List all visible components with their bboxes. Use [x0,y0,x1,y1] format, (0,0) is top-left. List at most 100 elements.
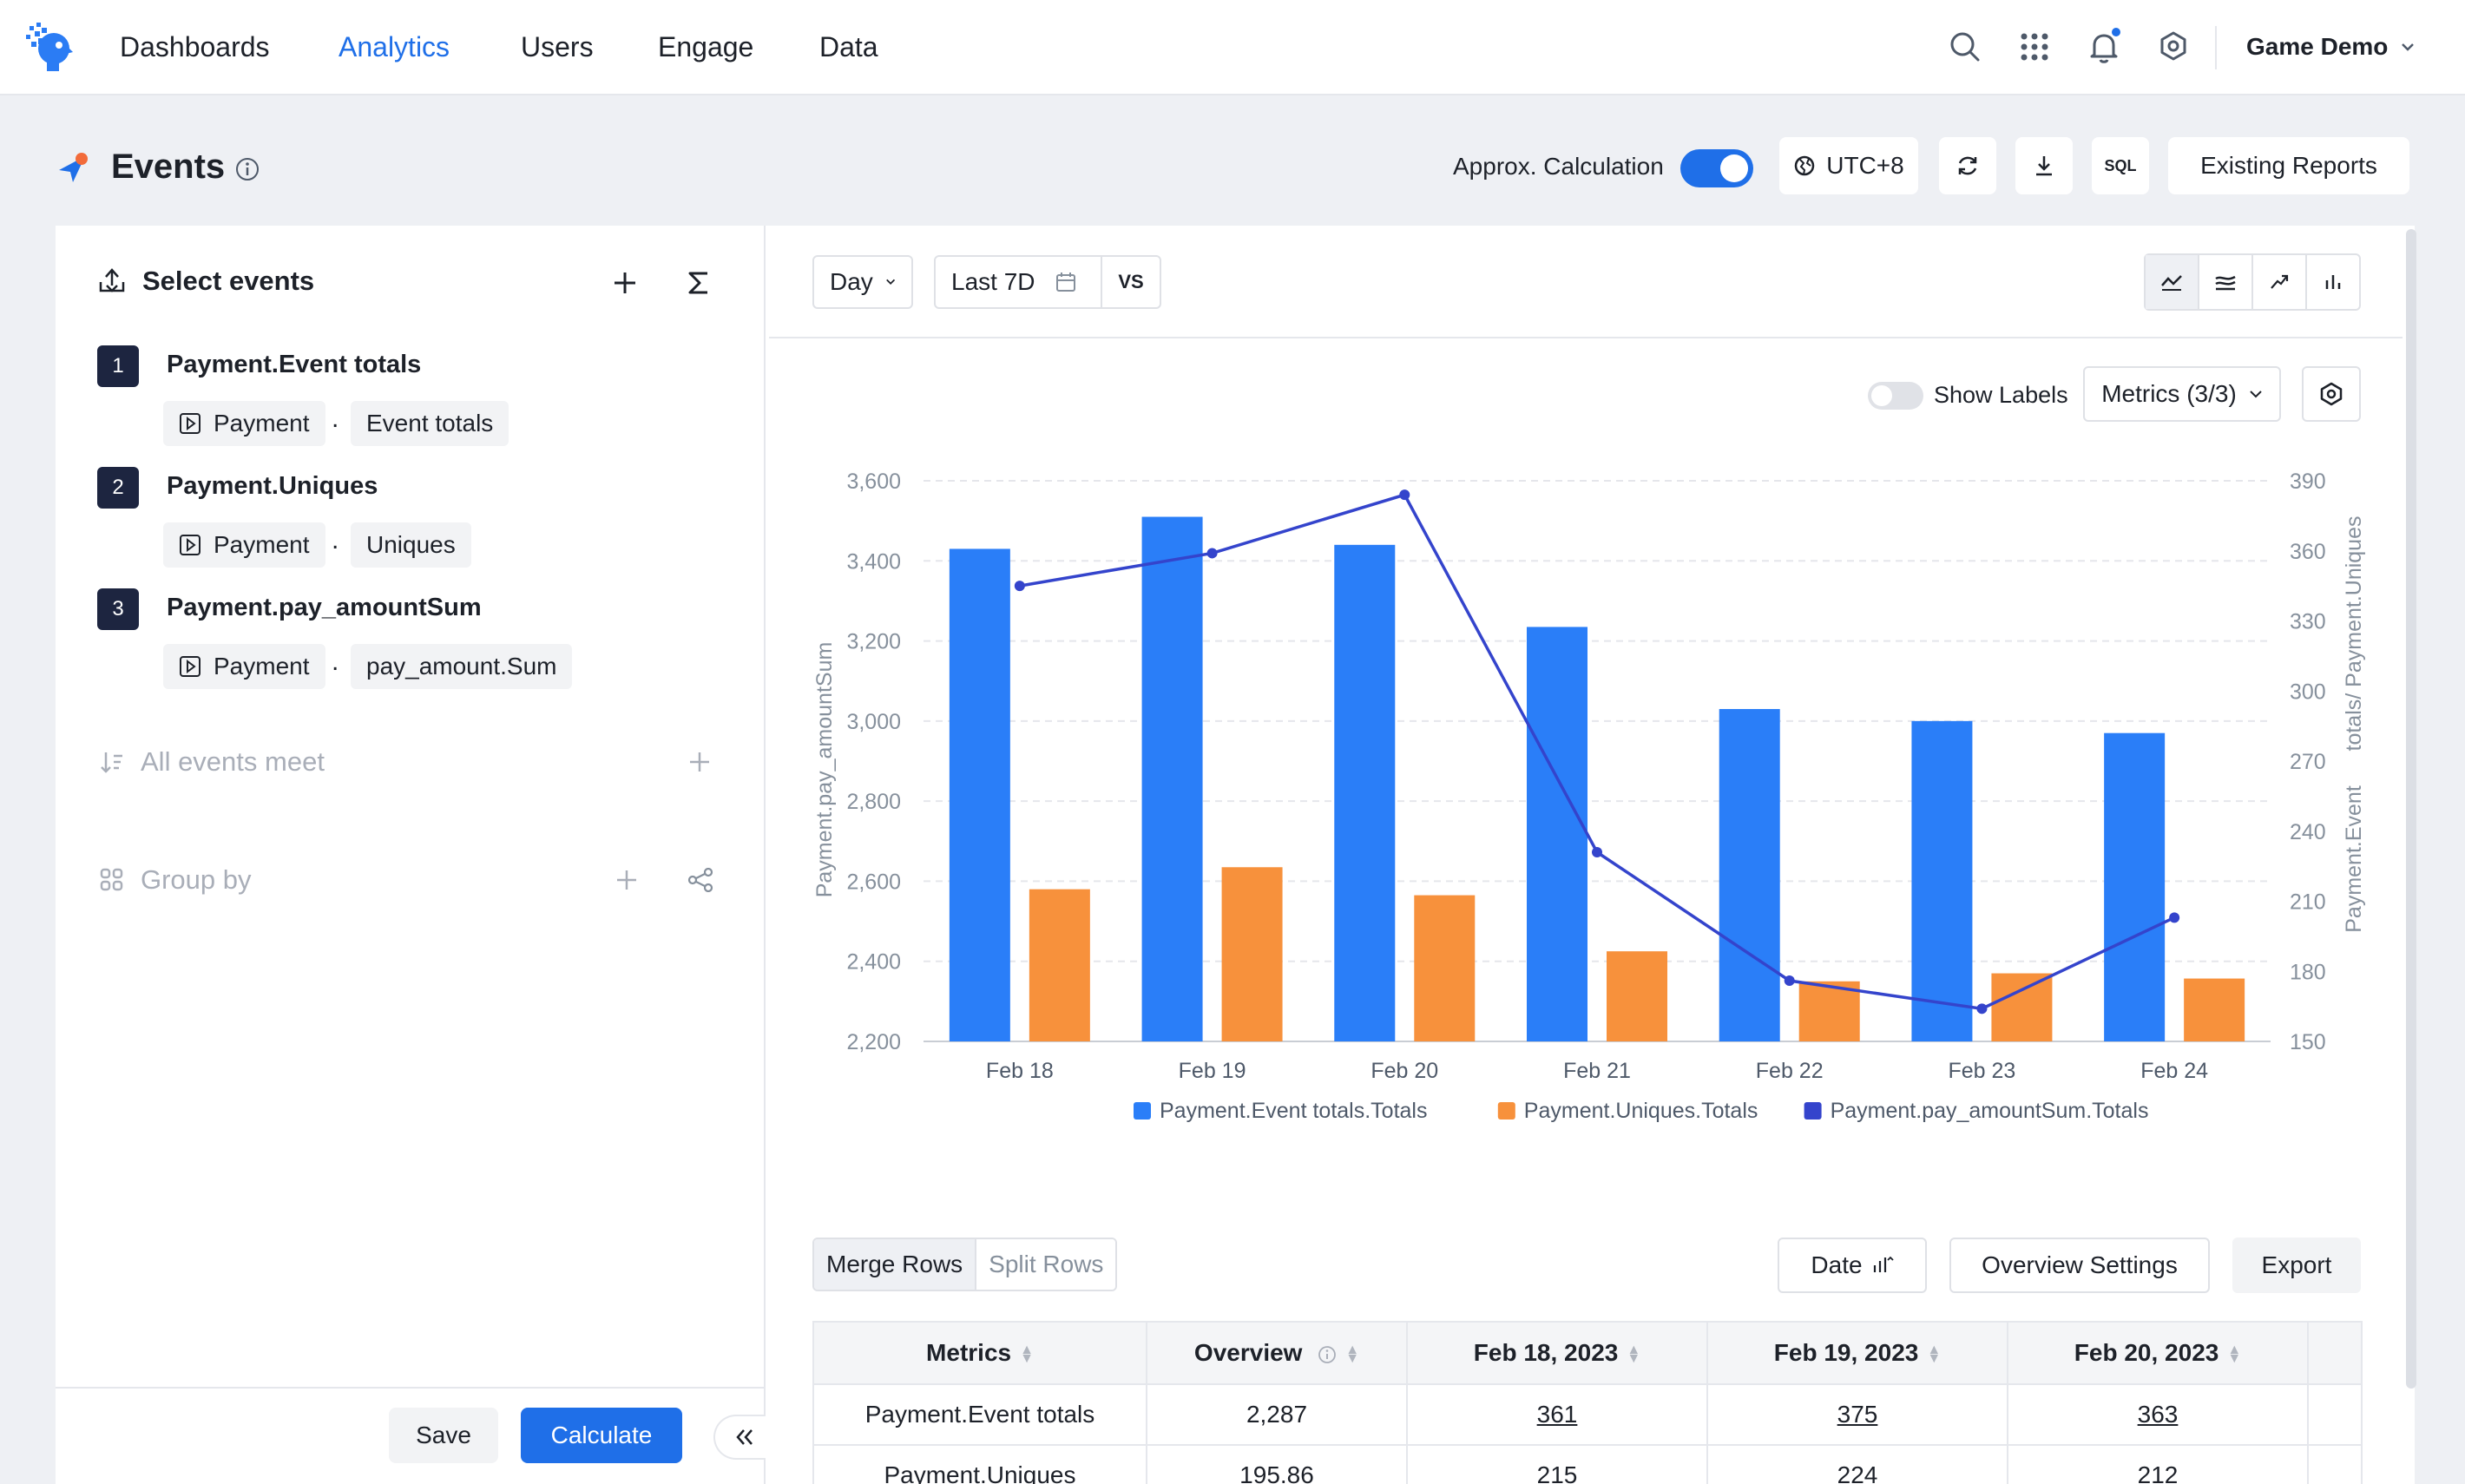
event-chip[interactable]: Payment [163,401,325,446]
area-chart-type-button[interactable] [2199,255,2253,309]
metric-chip-label: pay_amount.Sum [366,653,557,680]
metric-chip[interactable]: Uniques [351,522,471,568]
refresh-button[interactable] [1939,137,1996,194]
sort-icon[interactable]: ▲ ▼ [1345,1342,1360,1366]
compare-vs-label: VS [1118,271,1144,292]
bar-chart-type-button[interactable] [2307,255,2359,309]
apps-grid-icon[interactable] [2015,28,2054,66]
sql-button[interactable]: SQL [2092,137,2149,194]
logo-icon[interactable] [24,21,75,73]
approx-calculation-toggle[interactable] [1680,149,1753,187]
chart-type-switcher [2144,253,2361,311]
column-header[interactable]: Metrics ▲ ▼ [812,1321,1147,1385]
table-cell-value[interactable]: 363 [2008,1384,2309,1446]
chart-settings-button[interactable] [2302,366,2361,422]
query-panel: Select events 1 Payment.Event totals Pay… [56,226,766,1484]
overview-settings-label: Overview Settings [1982,1251,2178,1278]
column-header-label: Feb 20, 2023 [2074,1339,2219,1366]
column-header[interactable]: Feb 19, 2023 ▲ ▼ [1707,1321,2008,1385]
bell-icon[interactable] [2085,28,2123,66]
chip-separator: . [332,526,339,555]
event-index-badge: 1 [97,345,139,387]
date-range-label: Last 7D [951,268,1035,295]
trend-chart-type-button[interactable] [2253,255,2307,309]
project-name: Game Demo [2246,33,2389,60]
save-button[interactable]: Save [389,1408,498,1463]
table-cell-value[interactable]: 361 [1407,1384,1708,1446]
export-button[interactable]: Export [2232,1238,2361,1293]
table-cell-value[interactable]: 215 [1407,1445,1708,1484]
column-header-overflow [2308,1321,2363,1385]
share-nodes-icon[interactable] [687,868,713,892]
timezone-button[interactable]: UTC+8 [1779,137,1918,194]
metric-chip[interactable]: pay_amount.Sum [351,644,573,689]
date-range-picker[interactable]: Last 7D [934,255,1104,309]
timezone-label: UTC+8 [1826,152,1904,179]
table-cell-value[interactable]: 375 [1707,1384,2008,1446]
sql-label: SQL [2104,156,2137,174]
info-icon[interactable] [234,156,260,182]
metrics-select[interactable]: Metrics (3/3) [2083,366,2281,422]
search-icon[interactable] [1946,28,1984,66]
overview-settings-button[interactable]: Overview Settings [1949,1238,2210,1293]
show-labels-label: Show Labels [1934,382,2068,408]
group-by-header: Group by [99,864,252,896]
column-header[interactable]: Feb 20, 2023 ▲ ▼ [2008,1321,2309,1385]
date-sort-button[interactable]: Date [1778,1238,1927,1293]
sort-icon[interactable]: ▲ ▼ [2227,1342,2242,1366]
split-rows-button[interactable]: Split Rows [975,1239,1116,1290]
chevron-down-icon [885,279,895,285]
sigma-formula-icon[interactable] [686,269,712,297]
toolbar-divider [769,337,2403,338]
table-cell-metric: Payment.Event totals [812,1384,1147,1446]
existing-reports-button[interactable]: Existing Reports [2168,137,2409,194]
add-group-icon[interactable] [615,868,639,892]
compare-vs-button[interactable]: VS [1101,255,1161,309]
select-events-header: Select events [97,266,314,297]
collapse-panel-button[interactable] [713,1415,774,1460]
sort-bars-icon [1873,1256,1894,1272]
metric-chip[interactable]: Event totals [351,401,509,446]
granularity-label: Day [830,268,873,295]
table-cell-overview: 2,287 [1147,1384,1408,1446]
event-name[interactable]: Payment.pay_amountSum [167,594,482,621]
nav-analytics[interactable]: Analytics [339,31,450,62]
add-filter-icon[interactable] [687,750,712,774]
nav-users[interactable]: Users [521,31,594,62]
table-cell-value[interactable]: 212 [2008,1445,2309,1484]
results-scrollbar[interactable] [2406,229,2416,1389]
nav-data[interactable]: Data [819,31,878,62]
nav-engage[interactable]: Engage [658,31,754,62]
table-cell-value[interactable]: 224 [1707,1445,2008,1484]
date-sort-label: Date [1811,1251,1863,1278]
double-chevron-left-icon [736,1429,753,1445]
calculate-button[interactable]: Calculate [521,1408,682,1463]
add-event-icon[interactable] [611,269,639,297]
sort-icon[interactable]: ▲ ▼ [1927,1342,1942,1366]
page-title: Events [111,148,226,186]
metric-chip-label: Uniques [366,531,456,558]
project-select[interactable]: Game Demo [2246,33,2416,61]
show-labels-toggle[interactable] [1868,382,1923,410]
column-header[interactable]: Feb 18, 2023 ▲ ▼ [1407,1321,1708,1385]
event-name[interactable]: Payment.Event totals [167,351,422,378]
sort-icon[interactable]: ▲ ▼ [1627,1342,1641,1366]
info-icon[interactable] [1318,1345,1337,1364]
line-chart-type-button[interactable] [2146,255,2199,309]
event-index-badge: 3 [97,588,139,630]
export-label: Export [2261,1251,2332,1278]
gear-icon[interactable] [2154,28,2192,66]
bar-chart-icon [2325,275,2341,289]
nav-dashboards[interactable]: Dashboards [120,31,270,62]
sort-icon[interactable]: ▲ ▼ [1020,1342,1034,1366]
download-button[interactable] [2015,137,2073,194]
event-chip-label: Payment [214,410,310,437]
row-mode-switch: Merge Rows Split Rows [812,1238,1118,1291]
event-chip[interactable]: Payment [163,522,325,568]
column-header[interactable]: Overview ▲ ▼ [1147,1321,1408,1385]
event-chip[interactable]: Payment [163,644,325,689]
refresh-icon [1958,156,1977,175]
granularity-select[interactable]: Day [812,255,913,309]
event-name[interactable]: Payment.Uniques [167,472,378,500]
merge-rows-button[interactable]: Merge Rows [814,1239,976,1290]
